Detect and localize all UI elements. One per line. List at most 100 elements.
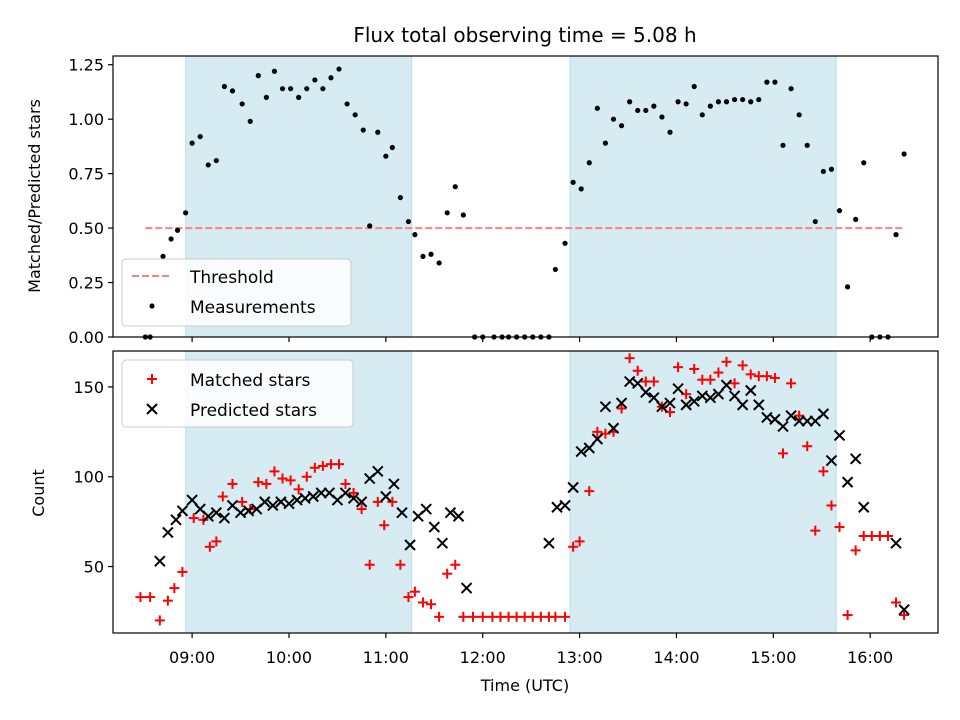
- x-axis-label: Time (UTC): [480, 676, 569, 695]
- matched-star-point-13: [237, 496, 248, 507]
- bottom-x-tick-label-8: 16:00: [847, 648, 893, 667]
- matched-star-point-43: [477, 611, 488, 622]
- measurement-point-14: [247, 118, 253, 124]
- matched-star-point-17: [269, 466, 280, 477]
- matched-star-point-23: [317, 460, 328, 471]
- measurement-point-95: [901, 151, 907, 157]
- predicted-star-point-3: [170, 514, 182, 526]
- predicted-star-point-65: [745, 384, 757, 397]
- matched-star-point-53: [560, 611, 571, 622]
- predicted-star-point-78: [849, 453, 862, 465]
- matched-star-point-69: [689, 363, 700, 374]
- predicted-star-point-26: [355, 496, 368, 508]
- measurement-point-63: [643, 107, 649, 114]
- matched-star-point-82: [794, 410, 805, 421]
- measurement-point-7: [189, 140, 195, 146]
- legend-measurements-swatch: [149, 303, 155, 309]
- measurement-point-22: [312, 77, 318, 83]
- measurement-point-79: [772, 79, 778, 85]
- matched-star-point-61: [624, 353, 635, 364]
- measurement-point-81: [788, 86, 794, 92]
- predicted-star-point-25: [347, 492, 360, 504]
- matched-star-point-39: [442, 568, 453, 579]
- predicted-star-point-74: [817, 408, 830, 420]
- measurement-point-34: [405, 218, 412, 225]
- top-legend-box: [121, 258, 352, 327]
- matched-star-point-37: [426, 599, 437, 610]
- measurement-point-60: [618, 123, 625, 129]
- predicted-star-point-53: [648, 391, 660, 404]
- matched-star-point-4: [162, 595, 173, 606]
- top-legend: Threshold Measurements: [121, 258, 352, 327]
- bottom-axes: 50 100 150 09:00 10:00 11:00 12:00 13:00 14:00 15…: [73, 350, 939, 667]
- measurement-point-33: [397, 194, 403, 201]
- bottom-legend-box: [121, 359, 354, 428]
- matched-star-point-21: [301, 471, 312, 482]
- top-y-tick-label-2: 0.25: [68, 274, 104, 293]
- measurement-point-52: [552, 266, 558, 273]
- measurement-point-36: [420, 253, 426, 260]
- predicted-star-point-60: [704, 391, 717, 404]
- predicted-star-point-36: [436, 537, 449, 549]
- bottom-x-tick-label-5: 13:00: [557, 648, 603, 667]
- matched-star-point-1: [135, 592, 146, 603]
- measurement-point-6: [183, 210, 189, 216]
- matched-star-point-30: [372, 496, 383, 507]
- matched-star-point-52: [550, 611, 561, 622]
- measurement-point-61: [627, 99, 633, 105]
- matched-star-point-62: [632, 365, 643, 376]
- measurement-point-40: [452, 184, 458, 190]
- matched-star-point-11: [217, 491, 228, 502]
- predicted-star-point-51: [631, 377, 644, 390]
- predicted-star-point-4: [176, 505, 189, 517]
- matched-star-point-9: [204, 541, 215, 552]
- measurement-point-27: [352, 112, 358, 118]
- predicted-star-point-31: [396, 506, 408, 519]
- matched-star-point-67: [673, 362, 684, 373]
- measurement-point-64: [651, 103, 657, 109]
- measurement-point-39: [444, 210, 450, 216]
- predicted-star-point-34: [420, 503, 432, 515]
- matched-star-point-32: [387, 496, 398, 507]
- predicted-star-point-80: [890, 537, 902, 549]
- legend-measurements-label: Measurements: [190, 298, 316, 318]
- matched-star-point-35: [409, 586, 420, 597]
- matched-star-point-33: [395, 559, 406, 570]
- measurement-point-62: [635, 107, 641, 114]
- predicted-star-point-64: [736, 399, 749, 411]
- matched-star-point-12: [227, 478, 238, 489]
- measurement-point-86: [828, 166, 835, 172]
- legend-predicted-label: Predicted stars: [190, 401, 317, 421]
- measurement-point-76: [748, 99, 754, 105]
- measurement-point-89: [853, 216, 859, 222]
- measurement-point-55: [578, 186, 584, 192]
- measurement-point-23: [320, 86, 326, 92]
- measurement-point-3: [160, 253, 166, 260]
- measurement-point-25: [336, 66, 342, 72]
- top-axes: 0.00 0.25 0.50 0.75 1.00 1.25: [68, 55, 939, 347]
- top-y-tick-label-4: 0.75: [68, 165, 104, 184]
- observing-band-2: [569, 350, 837, 634]
- measurement-point-94: [893, 232, 899, 238]
- matched-star-point-38: [434, 611, 445, 622]
- top-y-tick-label-6: 1.25: [68, 56, 104, 75]
- matched-star-point-66: [664, 407, 675, 418]
- matched-star-point-7: [188, 513, 199, 524]
- matched-star-point-86: [826, 500, 837, 511]
- measurement-point-35: [412, 232, 418, 238]
- predicted-star-point-48: [607, 422, 620, 434]
- predicted-star-point-15: [267, 499, 279, 512]
- top-y-tick-label-3: 0.50: [68, 219, 104, 238]
- predicted-star-point-32: [404, 539, 416, 551]
- top-y-axis-label: Matched/Predicted stars: [25, 99, 44, 293]
- predicted-star-point-9: [218, 512, 231, 524]
- measurement-point-68: [683, 101, 689, 107]
- predicted-star-point-8: [210, 506, 223, 519]
- top-y-tick-label-1: 0.00: [68, 328, 104, 347]
- predicted-star-point-62: [720, 379, 733, 391]
- measurement-point-82: [796, 112, 802, 118]
- measurement-point-19: [287, 86, 294, 92]
- matched-star-point-29: [364, 559, 375, 570]
- matched-star-point-84: [810, 525, 821, 536]
- measurement-point-90: [861, 160, 867, 166]
